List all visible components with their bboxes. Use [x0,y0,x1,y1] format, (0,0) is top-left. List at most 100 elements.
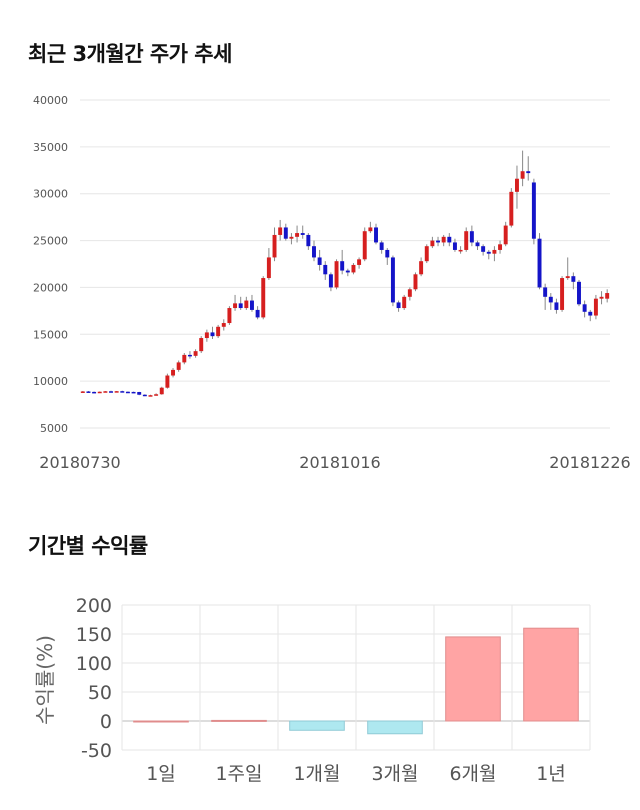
candle [249,294,254,312]
candle-body [120,391,125,393]
candle [142,394,147,397]
candle-body [182,354,187,363]
candle-body [289,236,294,239]
candle [266,248,271,280]
candle-body [114,391,119,393]
candle-body [357,259,362,265]
candle-body [379,242,384,250]
candle [430,236,435,249]
candle-body [210,332,215,337]
returns-y-axis-label: 수익률(%) [33,635,57,725]
candle-body [588,311,593,316]
candle-body [266,257,271,279]
candle-body [374,227,378,243]
candle-body [537,238,542,288]
candle [340,249,345,275]
returns-x-tick: 6개월 [449,763,496,785]
candle-body [109,391,113,393]
candle-body [148,395,153,397]
candle [560,276,565,312]
candle-body [221,323,226,327]
returns-y-tick: 50 [88,682,112,704]
candle [312,240,316,262]
returns-x-tick: 1주일 [215,763,262,785]
returns-y-tick: 100 [76,653,112,675]
candle-body [176,362,181,370]
candle-body [317,257,322,265]
candle-body [509,191,514,226]
candle [379,240,384,254]
returns-bar [445,636,501,722]
candle-body [469,231,474,243]
candle-body [165,375,170,388]
price-y-tick: 10000 [33,375,68,388]
candle [345,268,350,277]
candle [374,223,378,245]
candle-body [402,296,407,309]
candle-body [407,289,412,297]
candle [261,276,266,320]
price-y-tick: 20000 [33,281,68,294]
candle [289,233,294,245]
candle [368,221,373,234]
candle-body [436,240,441,243]
candle [233,294,238,311]
candle-body [419,261,424,275]
candle [469,225,474,247]
price-y-tick: 40000 [33,94,68,107]
candle-body [306,234,311,247]
candle-body [486,251,491,254]
returns-x-tick: 1일 [146,763,176,785]
candle-body [244,300,249,309]
candle-body [193,351,198,356]
candle [464,227,469,252]
candle-body [159,387,164,395]
candle-body [261,278,266,318]
candle [278,219,283,241]
returns-x-tick: 1개월 [293,763,340,785]
candle-body [238,303,243,309]
candle [436,236,441,247]
candle-body [199,338,204,352]
candle [137,391,142,396]
candle-body [577,281,581,305]
candle-body [255,309,260,318]
candle-body [560,278,565,310]
candle [385,248,390,265]
candle-body [204,332,209,339]
price-x-tick: 20180730 [39,453,120,472]
candle-body [582,304,587,312]
candle-body [565,276,570,279]
candle [407,287,412,301]
candle [154,393,159,396]
candle [492,246,497,262]
candle-body [345,270,350,273]
candle-body [328,274,333,288]
candle [227,306,232,325]
candle [300,225,305,239]
candle [171,368,176,378]
candle [182,353,187,365]
candle [323,261,328,280]
candle [526,156,531,181]
returns-y-tick: 0 [100,711,112,733]
candle-body [571,276,576,282]
candle-body [452,242,457,250]
returns-title: 기간별 수익률 [28,534,148,558]
candle [255,306,260,320]
candle-body [233,303,238,309]
returns-bar [523,627,579,722]
candle-body [272,234,277,258]
candle-body [295,233,300,237]
candle-body [368,227,373,232]
candle-body [413,274,418,290]
candle-body [520,171,525,179]
candle [503,221,508,247]
candle-body [312,246,316,258]
candle [80,390,85,393]
candle [396,300,401,312]
candle-body [430,240,435,247]
candle [306,233,311,250]
candle [577,279,581,307]
